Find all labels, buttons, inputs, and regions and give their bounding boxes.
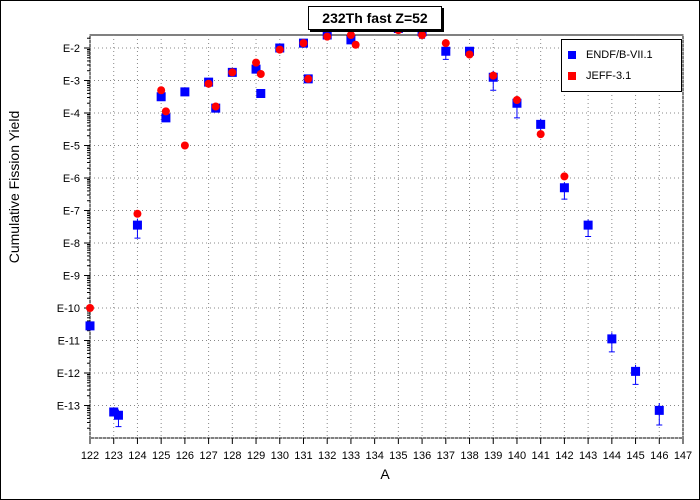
x-tick-label: 128 (223, 450, 241, 462)
y-tick-label: E-5 (63, 141, 80, 153)
data-point-endf (113, 410, 123, 420)
data-point-jeff (211, 102, 220, 111)
y-tick-label: E-9 (63, 271, 80, 283)
data-point-endf (156, 92, 166, 102)
x-tick-label: 130 (271, 450, 289, 462)
legend-label-endf: ENDF/B-VII.1 (586, 49, 653, 61)
chart-title: 232Th fast Z=52 (308, 6, 442, 30)
data-point-jeff (512, 96, 521, 104)
x-tick-label: 126 (176, 450, 194, 462)
data-point-jeff (489, 71, 498, 80)
data-point-jeff (351, 40, 360, 49)
y-tick-label: E-13 (57, 401, 80, 413)
legend-marker-jeff (568, 72, 576, 81)
data-point-jeff (86, 304, 94, 312)
y-tick-label: E-6 (63, 173, 80, 185)
data-point-jeff (204, 79, 213, 88)
x-tick-label: 143 (579, 450, 597, 462)
x-tick-label: 125 (152, 450, 170, 462)
y-tick-label: E-8 (63, 238, 80, 250)
x-tick-label: 137 (437, 450, 455, 462)
y-tick-label: E-4 (63, 108, 80, 120)
data-point-jeff (133, 209, 142, 218)
data-point-endf (607, 334, 617, 344)
data-point-jeff (536, 130, 545, 139)
legend: ENDF/B-VII.1 JEFF-3.1 (561, 39, 682, 92)
data-point-endf (441, 46, 451, 56)
x-tick-label: 129 (247, 450, 265, 462)
x-tick-label: 144 (603, 450, 621, 462)
data-point-endf (346, 35, 356, 45)
x-tick-label: 135 (389, 450, 407, 462)
data-point-endf (583, 220, 593, 230)
data-point-jeff (299, 39, 308, 48)
data-point-jeff (304, 74, 313, 83)
data-point-endf (256, 89, 266, 98)
data-point-endf (251, 64, 261, 74)
data-point-jeff (228, 68, 237, 77)
x-tick-label: 140 (508, 450, 526, 462)
data-point-jeff (252, 58, 261, 67)
data-point-endf (559, 183, 569, 193)
x-tick-label: 139 (484, 450, 502, 462)
data-point-endf (180, 87, 190, 97)
data-point-jeff (323, 32, 332, 41)
y-tick-label: E-2 (63, 43, 80, 55)
x-tick-label: 134 (365, 450, 383, 462)
y-tick-label: E-10 (57, 303, 80, 315)
x-tick-label: 147 (674, 450, 692, 462)
x-tick-label: 146 (650, 450, 668, 462)
data-point-endf (631, 366, 641, 376)
x-tick-label: 122 (81, 450, 99, 462)
x-tick-label: 141 (532, 450, 550, 462)
data-point-jeff (441, 39, 450, 48)
data-point-jeff (180, 141, 189, 150)
data-point-jeff (157, 86, 166, 95)
y-tick-label: E-11 (58, 336, 80, 348)
data-point-jeff (256, 70, 265, 78)
data-point-endf (132, 220, 142, 230)
x-tick-label: 131 (294, 450, 312, 462)
x-tick-label: 127 (199, 450, 217, 462)
plot-border (89, 34, 684, 439)
y-tick-label: E-12 (57, 368, 80, 380)
data-point-endf (536, 119, 546, 129)
legend-label-jeff: JEFF-3.1 (586, 70, 632, 82)
data-point-endf (109, 407, 119, 417)
y-axis-label: Cumulative Fission Yield (6, 110, 22, 264)
x-tick-label: 123 (105, 450, 123, 462)
data-point-jeff (465, 50, 474, 59)
legend-item-jeff: JEFF-3.1 (568, 68, 631, 84)
x-tick-label: 138 (460, 450, 478, 462)
data-point-jeff (275, 45, 284, 54)
x-tick-label: 142 (555, 450, 573, 462)
data-point-jeff (346, 31, 355, 39)
data-point-endf (161, 113, 171, 123)
data-point-jeff (560, 172, 569, 181)
x-tick-label: 133 (342, 450, 360, 462)
x-tick-label: 145 (626, 450, 644, 462)
legend-item-endf: ENDF/B-VII.1 (568, 47, 653, 63)
legend-marker-endf (568, 51, 576, 60)
data-point-endf (654, 405, 664, 415)
x-tick-label: 124 (128, 450, 146, 462)
data-point-jeff (161, 107, 170, 116)
x-axis-label: A (380, 466, 390, 482)
x-tick-label: 132 (318, 450, 336, 462)
data-point-jeff (418, 31, 427, 39)
x-tick-label: 136 (413, 450, 431, 462)
y-tick-label: E-3 (63, 76, 80, 88)
data-point-endf (85, 321, 95, 331)
y-tick-label: E-7 (63, 206, 80, 218)
